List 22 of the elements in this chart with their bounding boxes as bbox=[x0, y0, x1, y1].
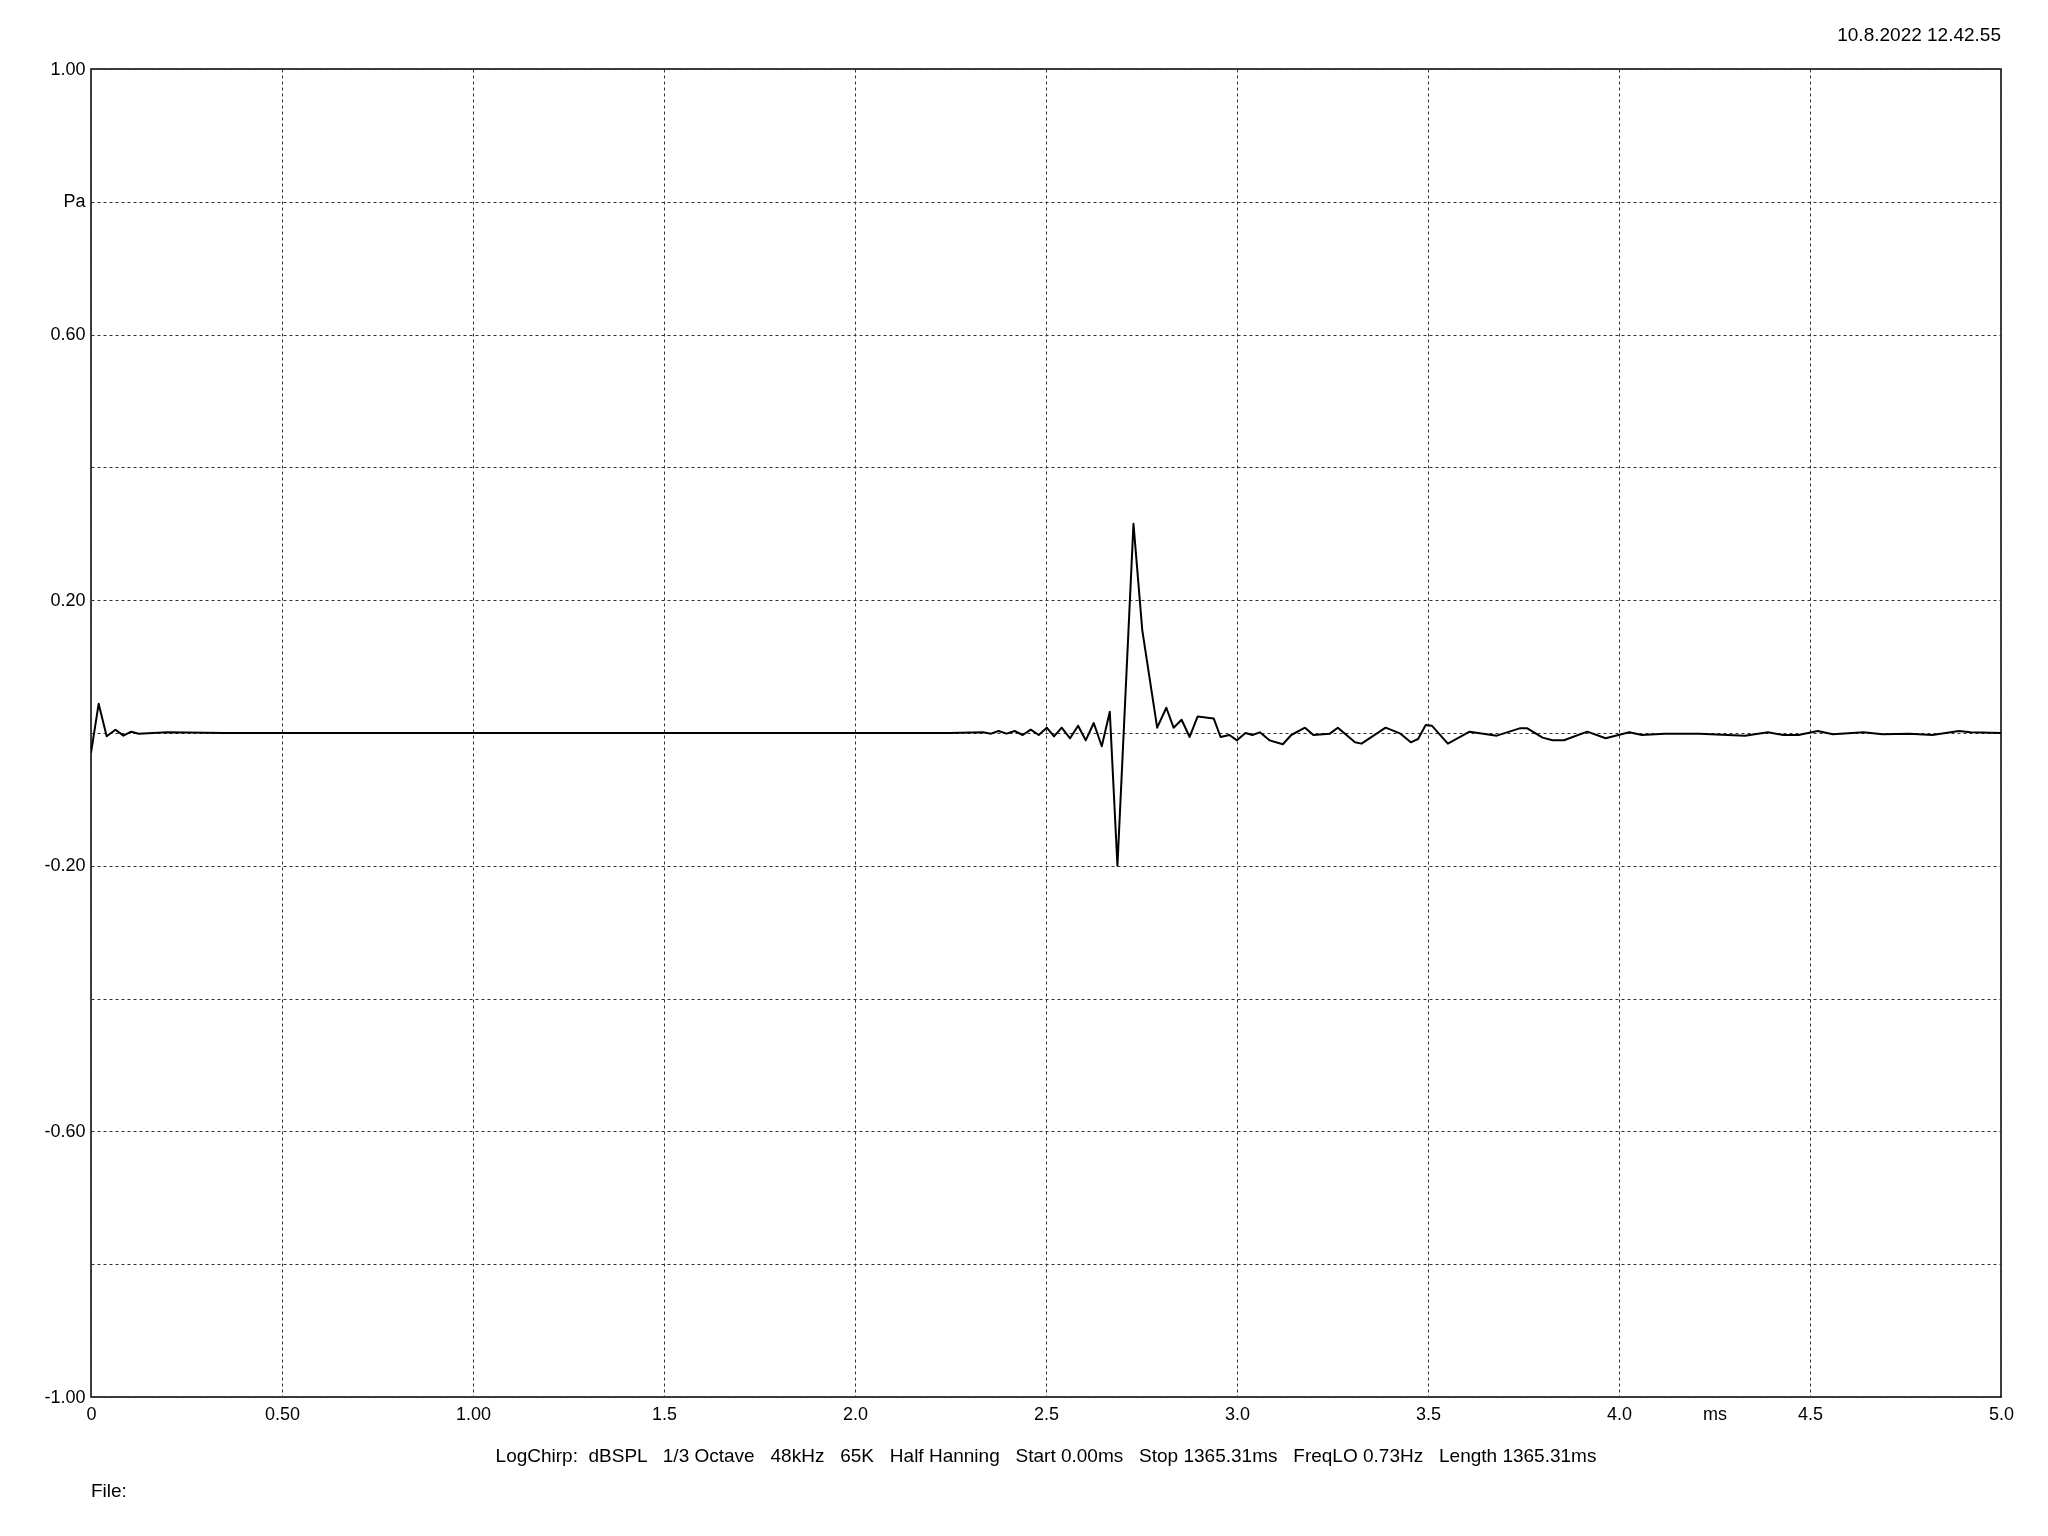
x-tick-label: 0 bbox=[86, 1403, 97, 1424]
x-tick-label: 5.0 bbox=[1988, 1403, 2015, 1424]
x-tick-label: 4.0 bbox=[1606, 1403, 1633, 1424]
x-tick-label: 3.5 bbox=[1415, 1403, 1442, 1424]
y-tick-label: 1.00 bbox=[50, 58, 86, 79]
x-axis-title: ms bbox=[1703, 1403, 1727, 1424]
y-tick-label: -0.20 bbox=[44, 855, 86, 876]
x-tick-label: 4.5 bbox=[1797, 1403, 1824, 1424]
y-tick-label: -0.60 bbox=[44, 1120, 86, 1141]
y-tick-label: -1.00 bbox=[44, 1386, 86, 1407]
x-tick-label: 1.00 bbox=[455, 1403, 492, 1424]
x-tick-label: 0.50 bbox=[264, 1403, 301, 1424]
x-tick-label: 2.0 bbox=[842, 1403, 869, 1424]
x-tick-label: 3.0 bbox=[1224, 1403, 1251, 1424]
x-tick-label: 2.5 bbox=[1033, 1403, 1060, 1424]
y-axis-title: Pa bbox=[63, 191, 87, 212]
text: 10.8.2022 12.42.55 bbox=[1837, 24, 2001, 46]
text: LogChirp: dBSPL 1/3 Octave 48kHz 65K Half Hanning Start 0.00ms Stop 1365.31ms FreqLO 0.73Hz Length 1365.31ms bbox=[495, 1445, 1597, 1467]
text: File: bbox=[91, 1480, 127, 1502]
x-tick-label: 1.5 bbox=[651, 1403, 678, 1424]
y-tick-label: 0.60 bbox=[50, 324, 86, 345]
y-tick-label: 0.20 bbox=[50, 589, 86, 610]
